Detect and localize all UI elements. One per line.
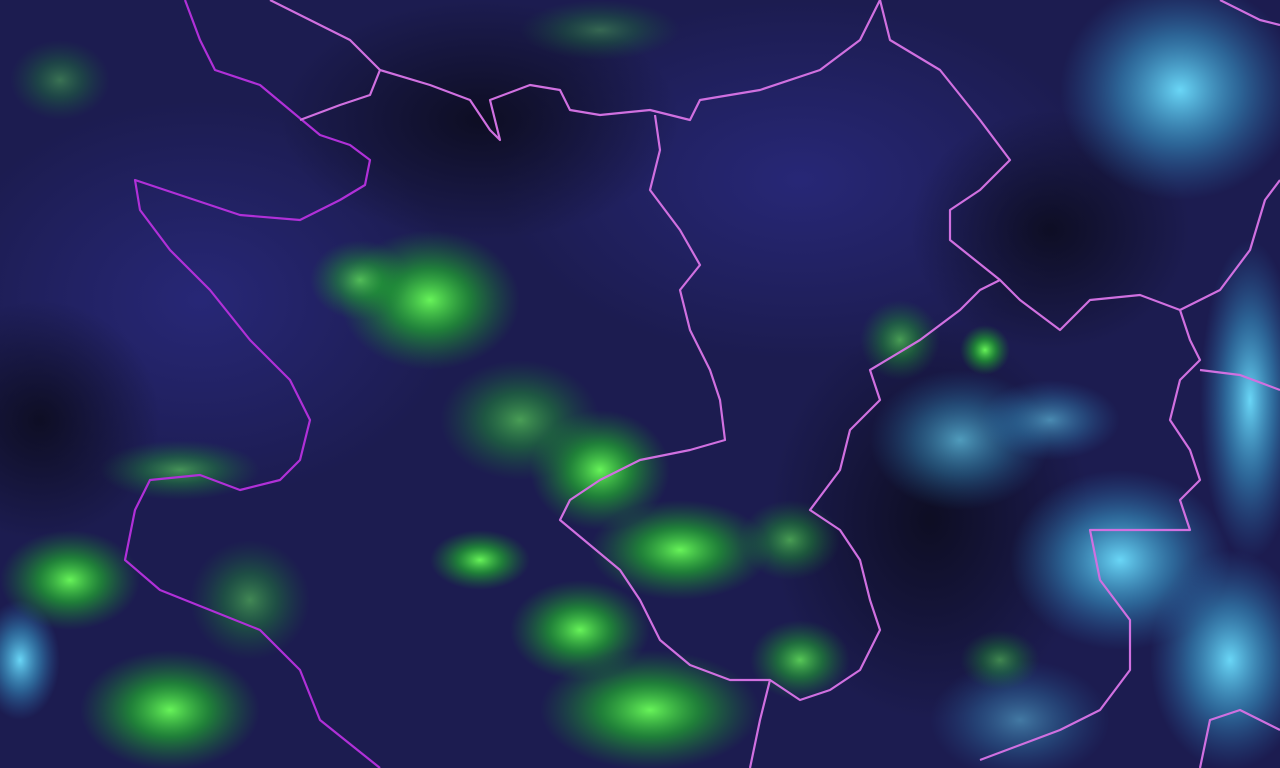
border-southeast xyxy=(1198,708,1280,768)
border-north-central xyxy=(379,0,881,142)
border-northeast-corner xyxy=(1219,0,1280,27)
border-central xyxy=(558,114,1202,762)
vegetation-signal xyxy=(0,0,1040,768)
border-north xyxy=(269,0,382,122)
border-south xyxy=(748,679,772,768)
border-east xyxy=(1179,179,1280,311)
border-east-lower xyxy=(1199,368,1280,392)
border-west xyxy=(123,0,381,768)
administrative-borders xyxy=(123,0,1280,768)
border-northeast xyxy=(878,0,1012,281)
